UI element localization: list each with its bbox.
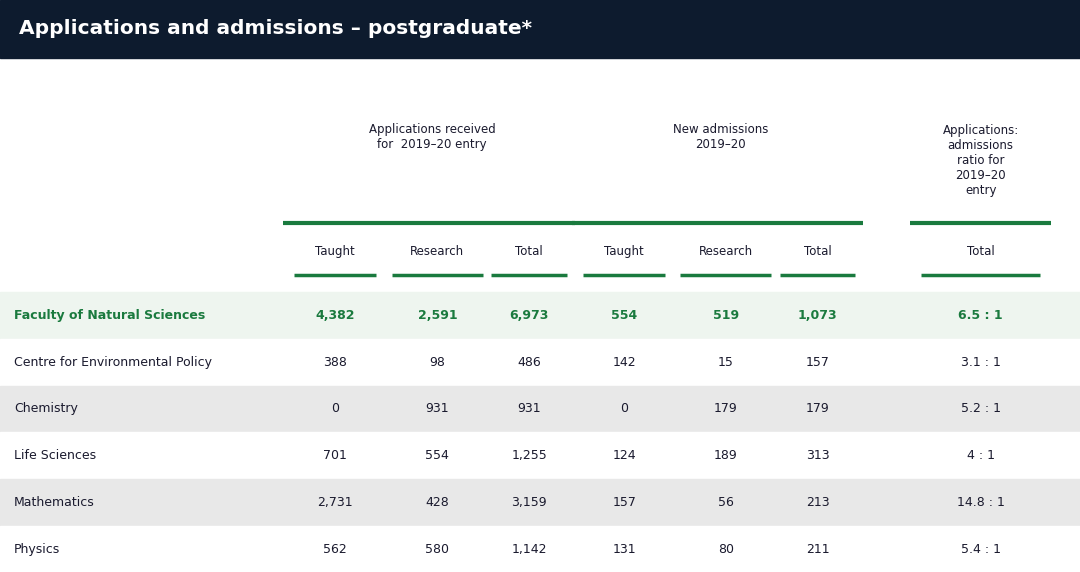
Text: 14.8 : 1: 14.8 : 1: [957, 496, 1004, 509]
Text: 0: 0: [620, 403, 629, 415]
Bar: [0, 386, 1080, 432]
Text: 4,382: 4,382: [315, 309, 354, 321]
Text: 211: 211: [806, 543, 829, 556]
Text: 1,255: 1,255: [511, 450, 548, 462]
Text: 0: 0: [330, 403, 339, 415]
Bar: [0, 432, 1080, 479]
Text: 931: 931: [426, 403, 449, 415]
Text: 142: 142: [612, 356, 636, 368]
Bar: [0, 292, 1080, 339]
Text: Research: Research: [410, 245, 464, 258]
Text: 124: 124: [612, 450, 636, 462]
Text: Mathematics: Mathematics: [14, 496, 95, 509]
Text: 15: 15: [718, 356, 733, 368]
Text: Total: Total: [967, 245, 995, 258]
Text: 486: 486: [517, 356, 541, 368]
Text: Centre for Environmental Policy: Centre for Environmental Policy: [14, 356, 212, 368]
Text: 157: 157: [612, 496, 636, 509]
Bar: [0, 479, 1080, 526]
Text: 157: 157: [806, 356, 829, 368]
Bar: [0, 339, 1080, 386]
Text: Physics: Physics: [14, 543, 60, 556]
Text: 428: 428: [426, 496, 449, 509]
Text: 1,142: 1,142: [512, 543, 546, 556]
Text: 562: 562: [323, 543, 347, 556]
Text: 3.1 : 1: 3.1 : 1: [961, 356, 1000, 368]
Text: Applications and admissions – postgraduate*: Applications and admissions – postgradua…: [19, 19, 532, 38]
Text: Applications:
admissions
ratio for
2019–20
entry: Applications: admissions ratio for 2019–…: [943, 124, 1018, 197]
Text: Taught: Taught: [605, 245, 644, 258]
Text: Total: Total: [804, 245, 832, 258]
Text: Applications received
for  2019–20 entry: Applications received for 2019–20 entry: [368, 124, 496, 151]
Text: 98: 98: [430, 356, 445, 368]
Bar: [0, 526, 1080, 572]
Text: 6,973: 6,973: [510, 309, 549, 321]
Text: New admissions
2019–20: New admissions 2019–20: [673, 124, 768, 151]
Text: 3,159: 3,159: [512, 496, 546, 509]
Text: 5.2 : 1: 5.2 : 1: [960, 403, 1001, 415]
Text: 388: 388: [323, 356, 347, 368]
Text: 554: 554: [426, 450, 449, 462]
Bar: [0, 0, 1080, 58]
Text: 6.5 : 1: 6.5 : 1: [958, 309, 1003, 321]
Text: Chemistry: Chemistry: [14, 403, 78, 415]
Text: 179: 179: [714, 403, 738, 415]
Text: Taught: Taught: [315, 245, 354, 258]
Text: 189: 189: [714, 450, 738, 462]
Text: 5.4 : 1: 5.4 : 1: [960, 543, 1001, 556]
Text: 519: 519: [713, 309, 739, 321]
Text: 179: 179: [806, 403, 829, 415]
Text: 1,073: 1,073: [798, 309, 837, 321]
Text: 213: 213: [806, 496, 829, 509]
Text: 580: 580: [426, 543, 449, 556]
Text: 2,591: 2,591: [418, 309, 457, 321]
Text: 701: 701: [323, 450, 347, 462]
Text: 2,731: 2,731: [318, 496, 352, 509]
Text: 131: 131: [612, 543, 636, 556]
Text: 931: 931: [517, 403, 541, 415]
Text: 56: 56: [718, 496, 733, 509]
Text: 80: 80: [718, 543, 733, 556]
Text: 4 : 1: 4 : 1: [967, 450, 995, 462]
Text: 554: 554: [611, 309, 637, 321]
Text: Research: Research: [699, 245, 753, 258]
Text: Life Sciences: Life Sciences: [14, 450, 96, 462]
Text: Faculty of Natural Sciences: Faculty of Natural Sciences: [14, 309, 205, 321]
Text: 313: 313: [806, 450, 829, 462]
Text: Total: Total: [515, 245, 543, 258]
